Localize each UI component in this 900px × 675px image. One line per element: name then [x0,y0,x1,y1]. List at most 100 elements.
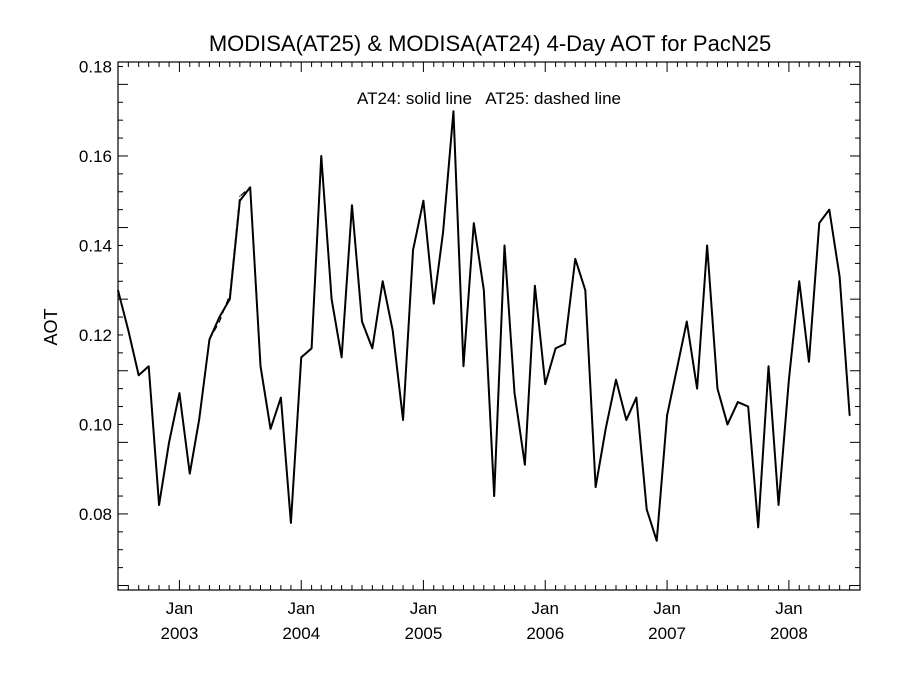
data-point-at25 [290,522,292,524]
y-tick-label: 0.14 [79,236,112,255]
x-tick-year-label: 2006 [526,624,564,643]
series-line-at24 [117,110,851,542]
data-point-at25 [341,356,343,358]
data-point-at25 [138,374,140,376]
series-line-at25 [117,110,851,542]
data-point-at25 [828,209,830,211]
data-point-at25 [595,486,597,488]
y-tick-label: 0.18 [79,57,112,76]
x-tick-month-label: Jan [166,599,193,618]
data-point-at25 [656,540,658,542]
data-point-at25 [676,365,679,367]
data-point-at25 [442,231,444,233]
data-point-at25 [433,303,435,305]
chart-title: MODISA(AT25) & MODISA(AT24) 4-Day AOT fo… [209,31,771,56]
data-point-at25 [198,419,200,421]
data-point-at25 [300,356,302,358]
data-point-at25 [229,294,231,296]
data-point-at25 [849,414,851,417]
data-point-at25 [798,280,800,282]
data-point-at25 [218,320,221,323]
data-point-at25 [605,428,607,430]
x-tick-month-label: Jan [775,599,802,618]
data-point-at25 [412,249,414,251]
data-point-at25 [402,419,404,421]
plot-frame [117,61,861,591]
y-axis: 0.08 0.10 0.12 0.14 0.16 0.18 [79,57,860,587]
data-point-at25 [310,347,313,349]
data-point-at25 [371,347,373,349]
line-style-annotation: AT24: solid line AT25: dashed line [357,89,621,108]
data-point-at25 [716,388,719,390]
data-point-at25 [168,441,170,443]
data-point-at24 [229,298,231,300]
data-point-at25 [767,365,770,367]
data-point-at25 [351,204,353,206]
x-tick-year-label: 2003 [161,624,199,643]
data-point-at25 [422,200,425,202]
data-point-at25 [493,495,495,497]
data-point-at25 [808,361,810,363]
data-point-at25 [696,388,698,390]
data-point-at25 [392,329,394,332]
data-point-at25 [574,258,576,260]
data-point-at25 [646,508,648,511]
data-point-at25 [239,195,241,197]
data-point-at24 [218,316,221,318]
data-point-at25 [361,320,363,323]
data-point-at25 [158,504,160,506]
data-point-at25 [452,110,455,112]
data-point-at25 [473,222,475,224]
y-tick-label: 0.16 [79,147,112,166]
data-point-at25 [382,280,384,282]
data-point-at25 [259,365,262,367]
data-point-at25 [564,343,566,345]
x-tick-year-label: 2008 [770,624,808,643]
x-tick-year-label: 2007 [648,624,686,643]
x-tick-year-label: 2005 [404,624,442,643]
data-point-at25 [320,155,322,157]
y-axis-label: AOT [41,308,61,345]
x-tick-month-label: Jan [653,599,680,618]
data-point-at25 [127,329,129,332]
x-tick-month-label: Jan [532,599,559,618]
data-point-at25 [280,396,282,399]
data-point-at25 [331,298,333,300]
data-point-at25 [747,405,749,408]
y-tick-label: 0.08 [79,505,112,524]
y-tick-label: 0.10 [79,415,112,434]
data-point-at25 [554,347,557,349]
data-point-at25 [148,365,150,367]
data-point-at25 [666,414,668,417]
data-point-at25 [483,289,485,291]
data-point-at25 [839,276,841,278]
data-point-at25 [249,186,251,188]
data-point-at25 [178,392,181,394]
data-point-at25 [189,473,191,475]
y-tick-label: 0.12 [79,326,112,345]
data-point-at25 [584,289,586,291]
data-point-at25 [117,289,119,291]
data-point-at25 [524,464,526,466]
data-point-at25 [737,401,739,403]
data-point-at25 [686,320,688,323]
data-point-at25 [706,244,708,247]
data-point-at25 [757,526,759,528]
data-point-at25 [513,392,516,394]
x-tick-year-label: 2004 [282,624,320,643]
data-point-at25 [534,285,536,287]
series-layer [117,110,851,542]
data-point-at25 [777,504,780,506]
data-point-at25 [615,379,617,381]
data-point-at25 [788,379,790,381]
data-point-at25 [462,365,465,367]
data-point-at25 [269,428,272,430]
data-point-at25 [818,222,820,224]
data-point-at25 [726,423,729,426]
data-point-at25 [625,419,627,421]
data-point-at25 [503,244,506,247]
data-point-at25 [544,383,546,385]
x-axis: Jan 2003 Jan 2004 Jan 2005 Jan 2006 Jan 2007 Jan 20… [117,62,861,643]
